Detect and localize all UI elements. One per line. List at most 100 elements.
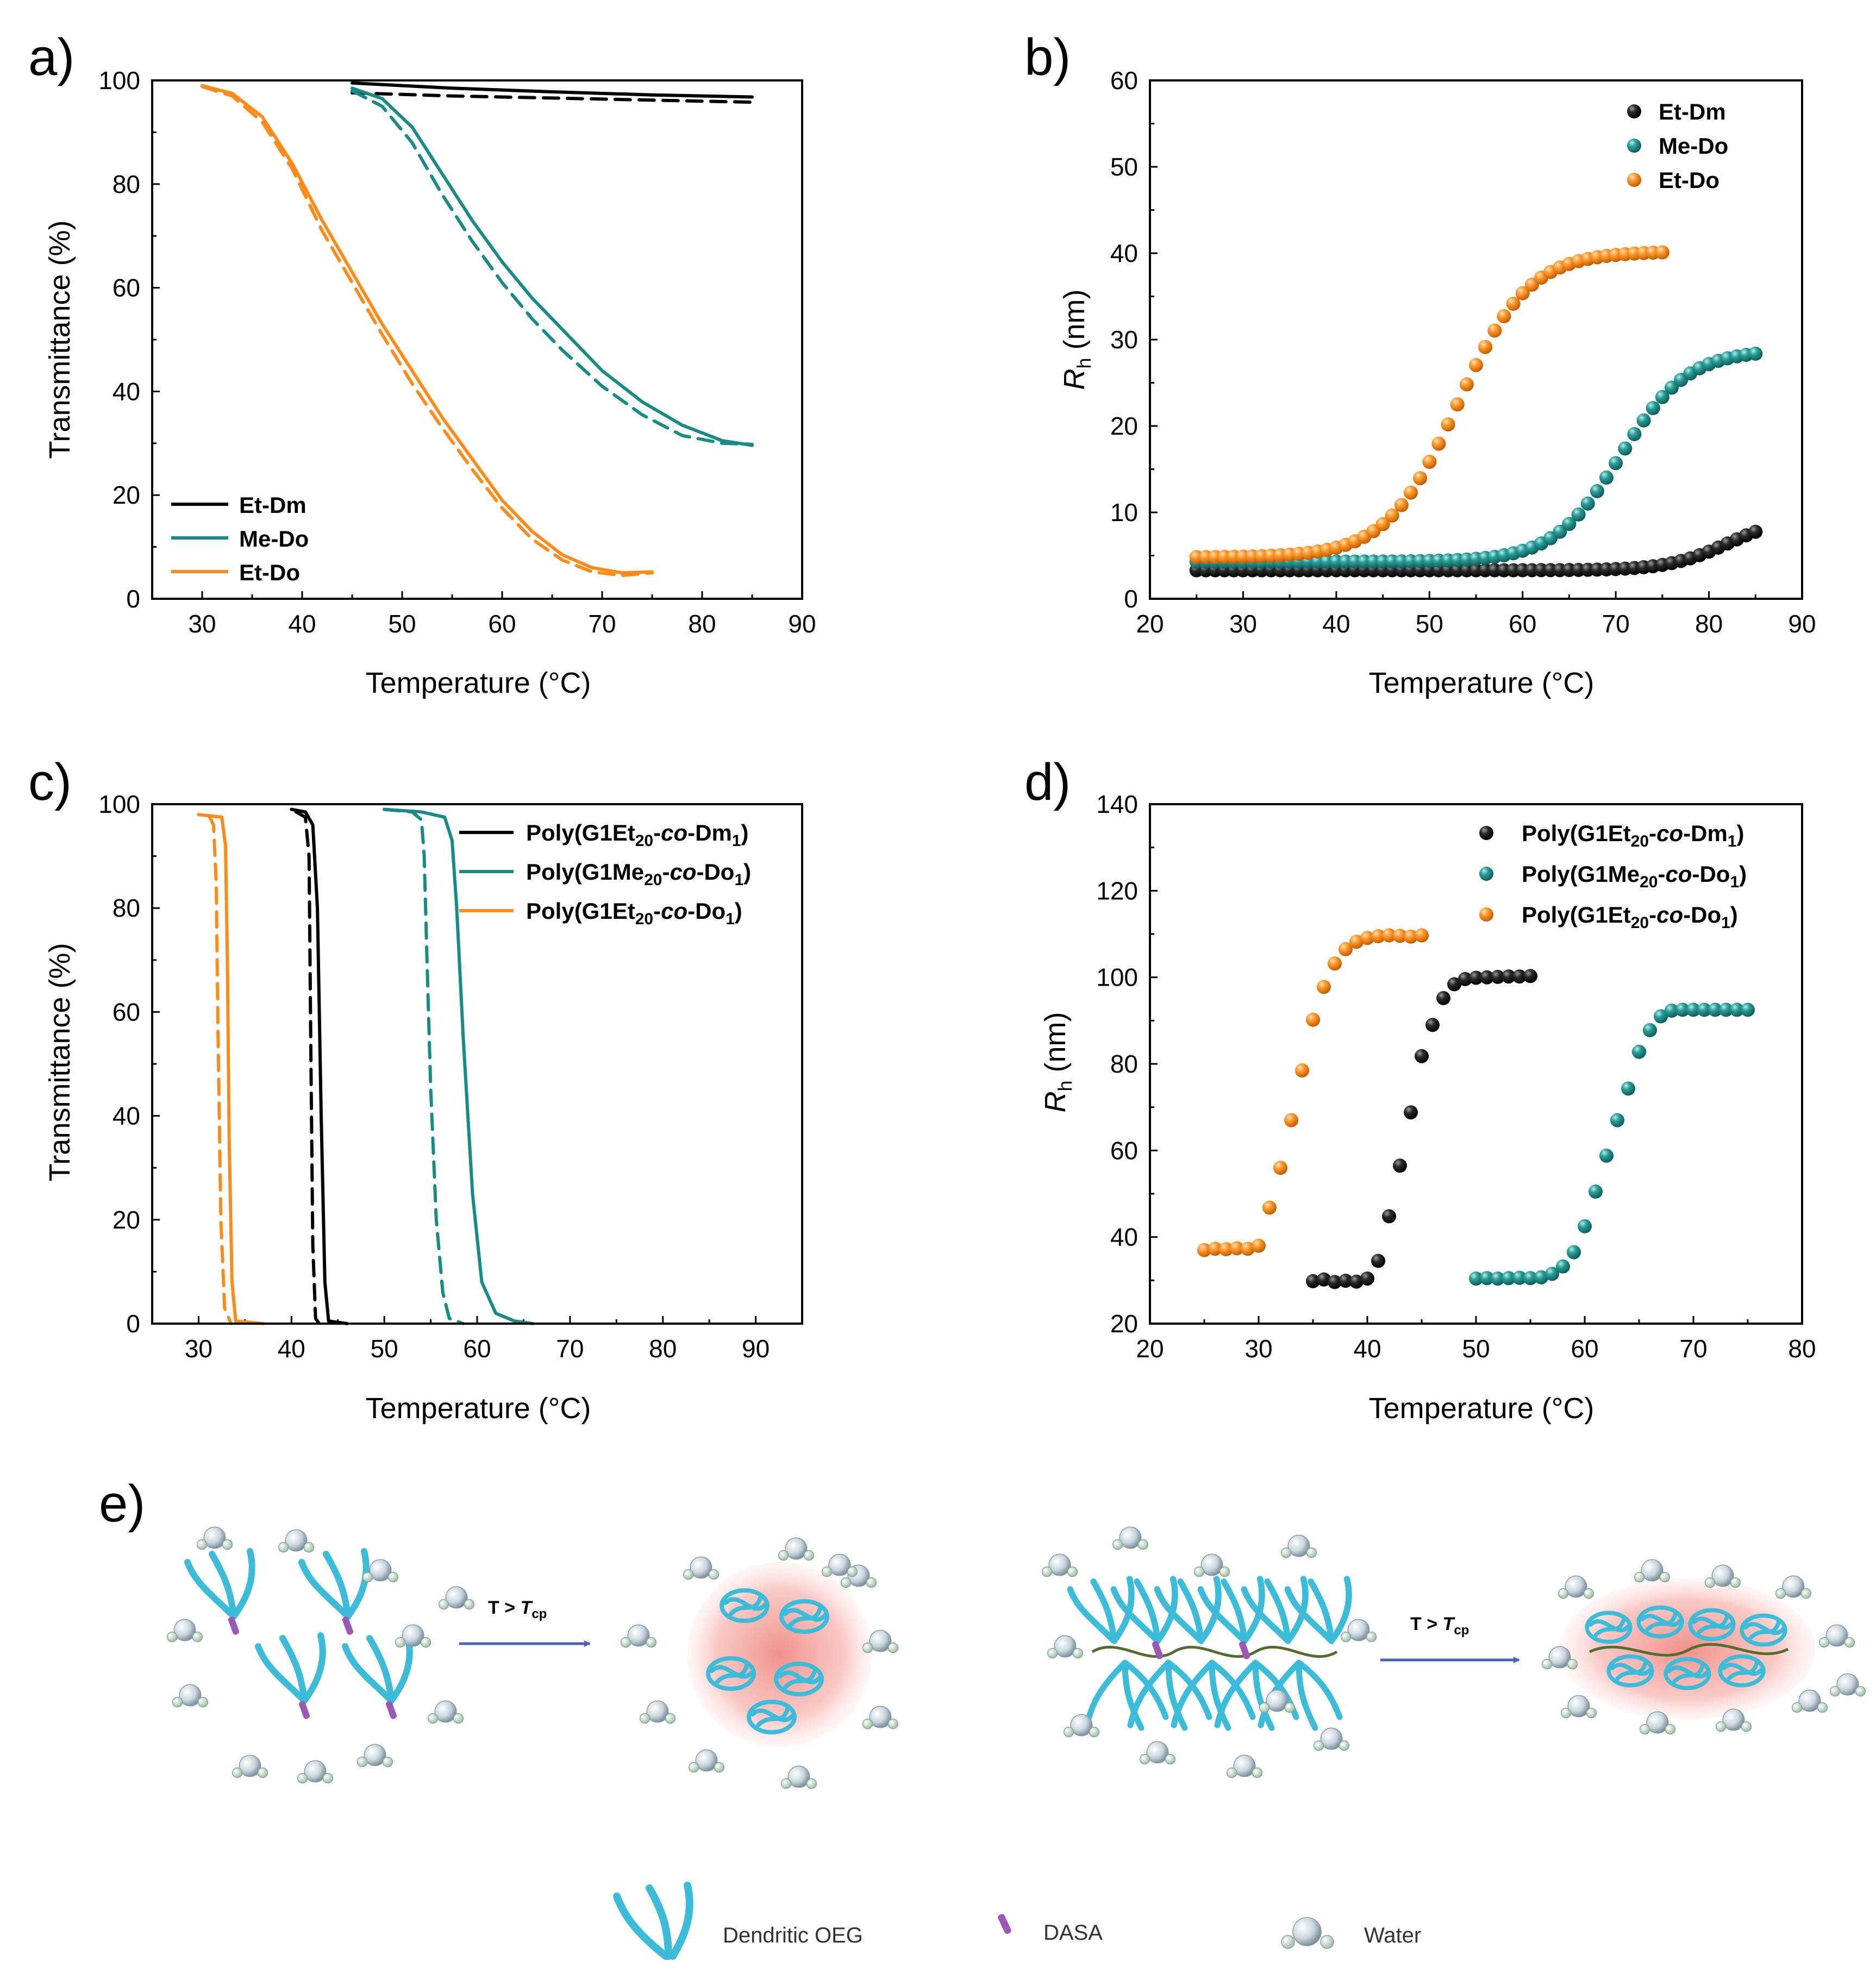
legend-c-1-prefix: Poly(G1Et: [526, 820, 635, 845]
collapsed-dendron: [774, 1662, 824, 1696]
y-tick-label: 80: [112, 170, 140, 198]
water-molecule: [1560, 1695, 1597, 1719]
legend-b-marker-et-dm: [1627, 104, 1641, 118]
data-point: [1360, 931, 1374, 945]
x-tick-label: 50: [371, 1334, 398, 1363]
x-tick-label: 20: [1136, 1334, 1164, 1363]
legend-c-2-dash2: -: [696, 859, 704, 885]
legend-c-1-sub2: 1: [732, 832, 741, 850]
legend-d-2-suffix: Do: [1699, 861, 1730, 887]
data-point: [1506, 297, 1521, 311]
x-tick-label: 20: [1136, 610, 1164, 638]
data-point: [1643, 1023, 1657, 1037]
water-molecule: [395, 1624, 432, 1648]
chart-a: 30 40 50 60 70 80 90 0 20 40 60 80 100: [98, 66, 816, 638]
data-point: [1497, 309, 1511, 323]
data-point: [1523, 969, 1537, 983]
legend-d-3-prefix: Poly(G1Et: [1522, 902, 1631, 928]
legend-c-1-co: co: [661, 820, 687, 845]
water-molecule: [1639, 1711, 1676, 1735]
legend-c-label-1: Poly(G1Et20-co-Dm1): [526, 820, 748, 850]
y-tick-label: 60: [112, 274, 140, 302]
data-point: [1719, 1002, 1733, 1017]
series-line-solid: [290, 807, 349, 1325]
collapsed-dendron: [1718, 1654, 1766, 1688]
legend-c-3-prefix: Poly(G1Et: [526, 898, 635, 924]
water-molecule: [232, 1755, 268, 1778]
data-point: [1422, 454, 1437, 469]
legend-c-2-sub2: 1: [734, 871, 743, 889]
water-molecule: [1634, 1559, 1671, 1583]
data-point: [1262, 1200, 1277, 1215]
data-point: [1382, 1209, 1396, 1224]
data-point: [1632, 1044, 1646, 1059]
collapsed-dendron: [1636, 1605, 1684, 1639]
data-point: [1431, 436, 1446, 451]
x-tick-label: 50: [1462, 1334, 1490, 1363]
water-molecule: [862, 1706, 899, 1730]
data-point: [1697, 1002, 1711, 1017]
data-point: [1675, 1002, 1690, 1017]
data-point: [1523, 1271, 1537, 1286]
water-molecule: [1313, 1727, 1350, 1751]
ylabel-d-main: R: [1039, 1092, 1072, 1113]
ylabel-b: Rh (nm): [1058, 289, 1095, 390]
panel-label-b: b): [1024, 28, 1071, 86]
y-tick-label: 0: [1124, 585, 1138, 613]
water-molecule: [1818, 1624, 1855, 1648]
legend-c-3-suffix: Do: [695, 898, 726, 924]
legend-c-1-suffix: Dm: [695, 820, 732, 845]
legend-b-marker-et-do: [1627, 173, 1641, 187]
data-point: [1748, 346, 1763, 361]
y-tick-label: 20: [1110, 412, 1138, 440]
ylabel-b-sub: h: [1073, 358, 1095, 368]
data-point: [1545, 1267, 1559, 1281]
y-tick-label: 60: [112, 998, 140, 1026]
transition-right-main: T >: [1410, 1614, 1443, 1634]
panel-label-e: e): [99, 1475, 145, 1533]
dendron: [255, 1632, 326, 1719]
x-tick-label: 40: [278, 1334, 305, 1363]
legend-a-label-et-do: Et-Do: [239, 560, 300, 585]
series-line-dashed: [351, 89, 754, 446]
data-point: [1385, 508, 1399, 523]
polymer-backbone: [1091, 1645, 1338, 1658]
y-tick-label: 60: [1110, 66, 1138, 95]
water-molecule: [1791, 1689, 1828, 1713]
legend-d-1-co: co: [1656, 820, 1683, 846]
water-molecule: [196, 1526, 233, 1550]
data-point: [1502, 969, 1516, 984]
water-icon: [1281, 1917, 1334, 1949]
data-point: [1553, 524, 1567, 539]
data-point: [1748, 524, 1763, 539]
legend-b-label-me-do: Me-Do: [1659, 133, 1728, 159]
legend-d-1-dash2: -: [1683, 820, 1691, 846]
collapsed-backbone: [1589, 1643, 1789, 1657]
legend-d-3-sub2: 1: [1721, 914, 1730, 932]
data-point: [1487, 323, 1502, 338]
collapsed-dendron: [1688, 1608, 1736, 1641]
legend-d-2-mid: -: [1658, 861, 1665, 887]
data-point: [1571, 507, 1586, 522]
ylabel-b-unit: (nm): [1058, 289, 1091, 358]
legend-c-2-prefix: Poly(G1Me: [526, 859, 644, 885]
legend-d-1-sub2: 1: [1728, 832, 1737, 850]
schematic-legend-water: Water: [1364, 1923, 1421, 1947]
water-molecule: [1340, 1619, 1377, 1643]
water-molecule: [278, 1529, 315, 1553]
dendron: [298, 1548, 370, 1635]
collapsed-dendron: [1606, 1654, 1654, 1688]
data-point: [1512, 1270, 1527, 1285]
legend-d-1-mid: -: [1649, 820, 1656, 846]
transition-right-sub: cp: [1454, 1623, 1469, 1638]
data-point: [1394, 498, 1409, 512]
legend-b: Et-Dm Me-Do Et-Do: [1627, 99, 1728, 193]
transition-right-italic: T: [1443, 1614, 1456, 1634]
legend-d-3-close: ): [1730, 902, 1738, 928]
water-molecule: [862, 1630, 899, 1653]
data-point: [1655, 390, 1669, 404]
data-point: [1655, 245, 1669, 260]
legend-c-1-close: ): [741, 820, 748, 845]
data-point: [1371, 929, 1385, 943]
legend-c-3-sub2: 1: [726, 910, 735, 928]
